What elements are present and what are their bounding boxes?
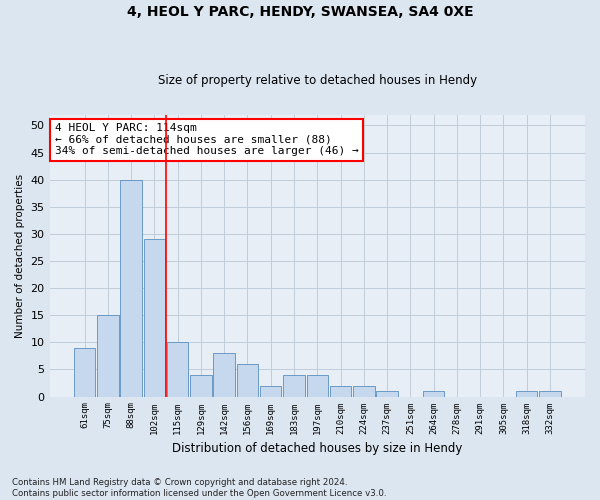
Title: Size of property relative to detached houses in Hendy: Size of property relative to detached ho… xyxy=(158,74,477,87)
Bar xyxy=(167,342,188,396)
Bar xyxy=(353,386,374,396)
Bar xyxy=(376,391,398,396)
Bar xyxy=(330,386,351,396)
Bar xyxy=(423,391,445,396)
Bar xyxy=(307,375,328,396)
Bar xyxy=(283,375,305,396)
Bar xyxy=(260,386,281,396)
Bar xyxy=(190,375,212,396)
Bar xyxy=(516,391,538,396)
Text: 4 HEOL Y PARC: 114sqm
← 66% of detached houses are smaller (88)
34% of semi-deta: 4 HEOL Y PARC: 114sqm ← 66% of detached … xyxy=(55,123,359,156)
Text: 4, HEOL Y PARC, HENDY, SWANSEA, SA4 0XE: 4, HEOL Y PARC, HENDY, SWANSEA, SA4 0XE xyxy=(127,5,473,19)
Bar xyxy=(237,364,258,396)
Bar xyxy=(143,240,165,396)
Bar xyxy=(214,353,235,397)
Text: Contains HM Land Registry data © Crown copyright and database right 2024.
Contai: Contains HM Land Registry data © Crown c… xyxy=(12,478,386,498)
Bar xyxy=(539,391,560,396)
Bar xyxy=(74,348,95,397)
X-axis label: Distribution of detached houses by size in Hendy: Distribution of detached houses by size … xyxy=(172,442,463,455)
Y-axis label: Number of detached properties: Number of detached properties xyxy=(15,174,25,338)
Bar xyxy=(97,315,119,396)
Bar xyxy=(121,180,142,396)
